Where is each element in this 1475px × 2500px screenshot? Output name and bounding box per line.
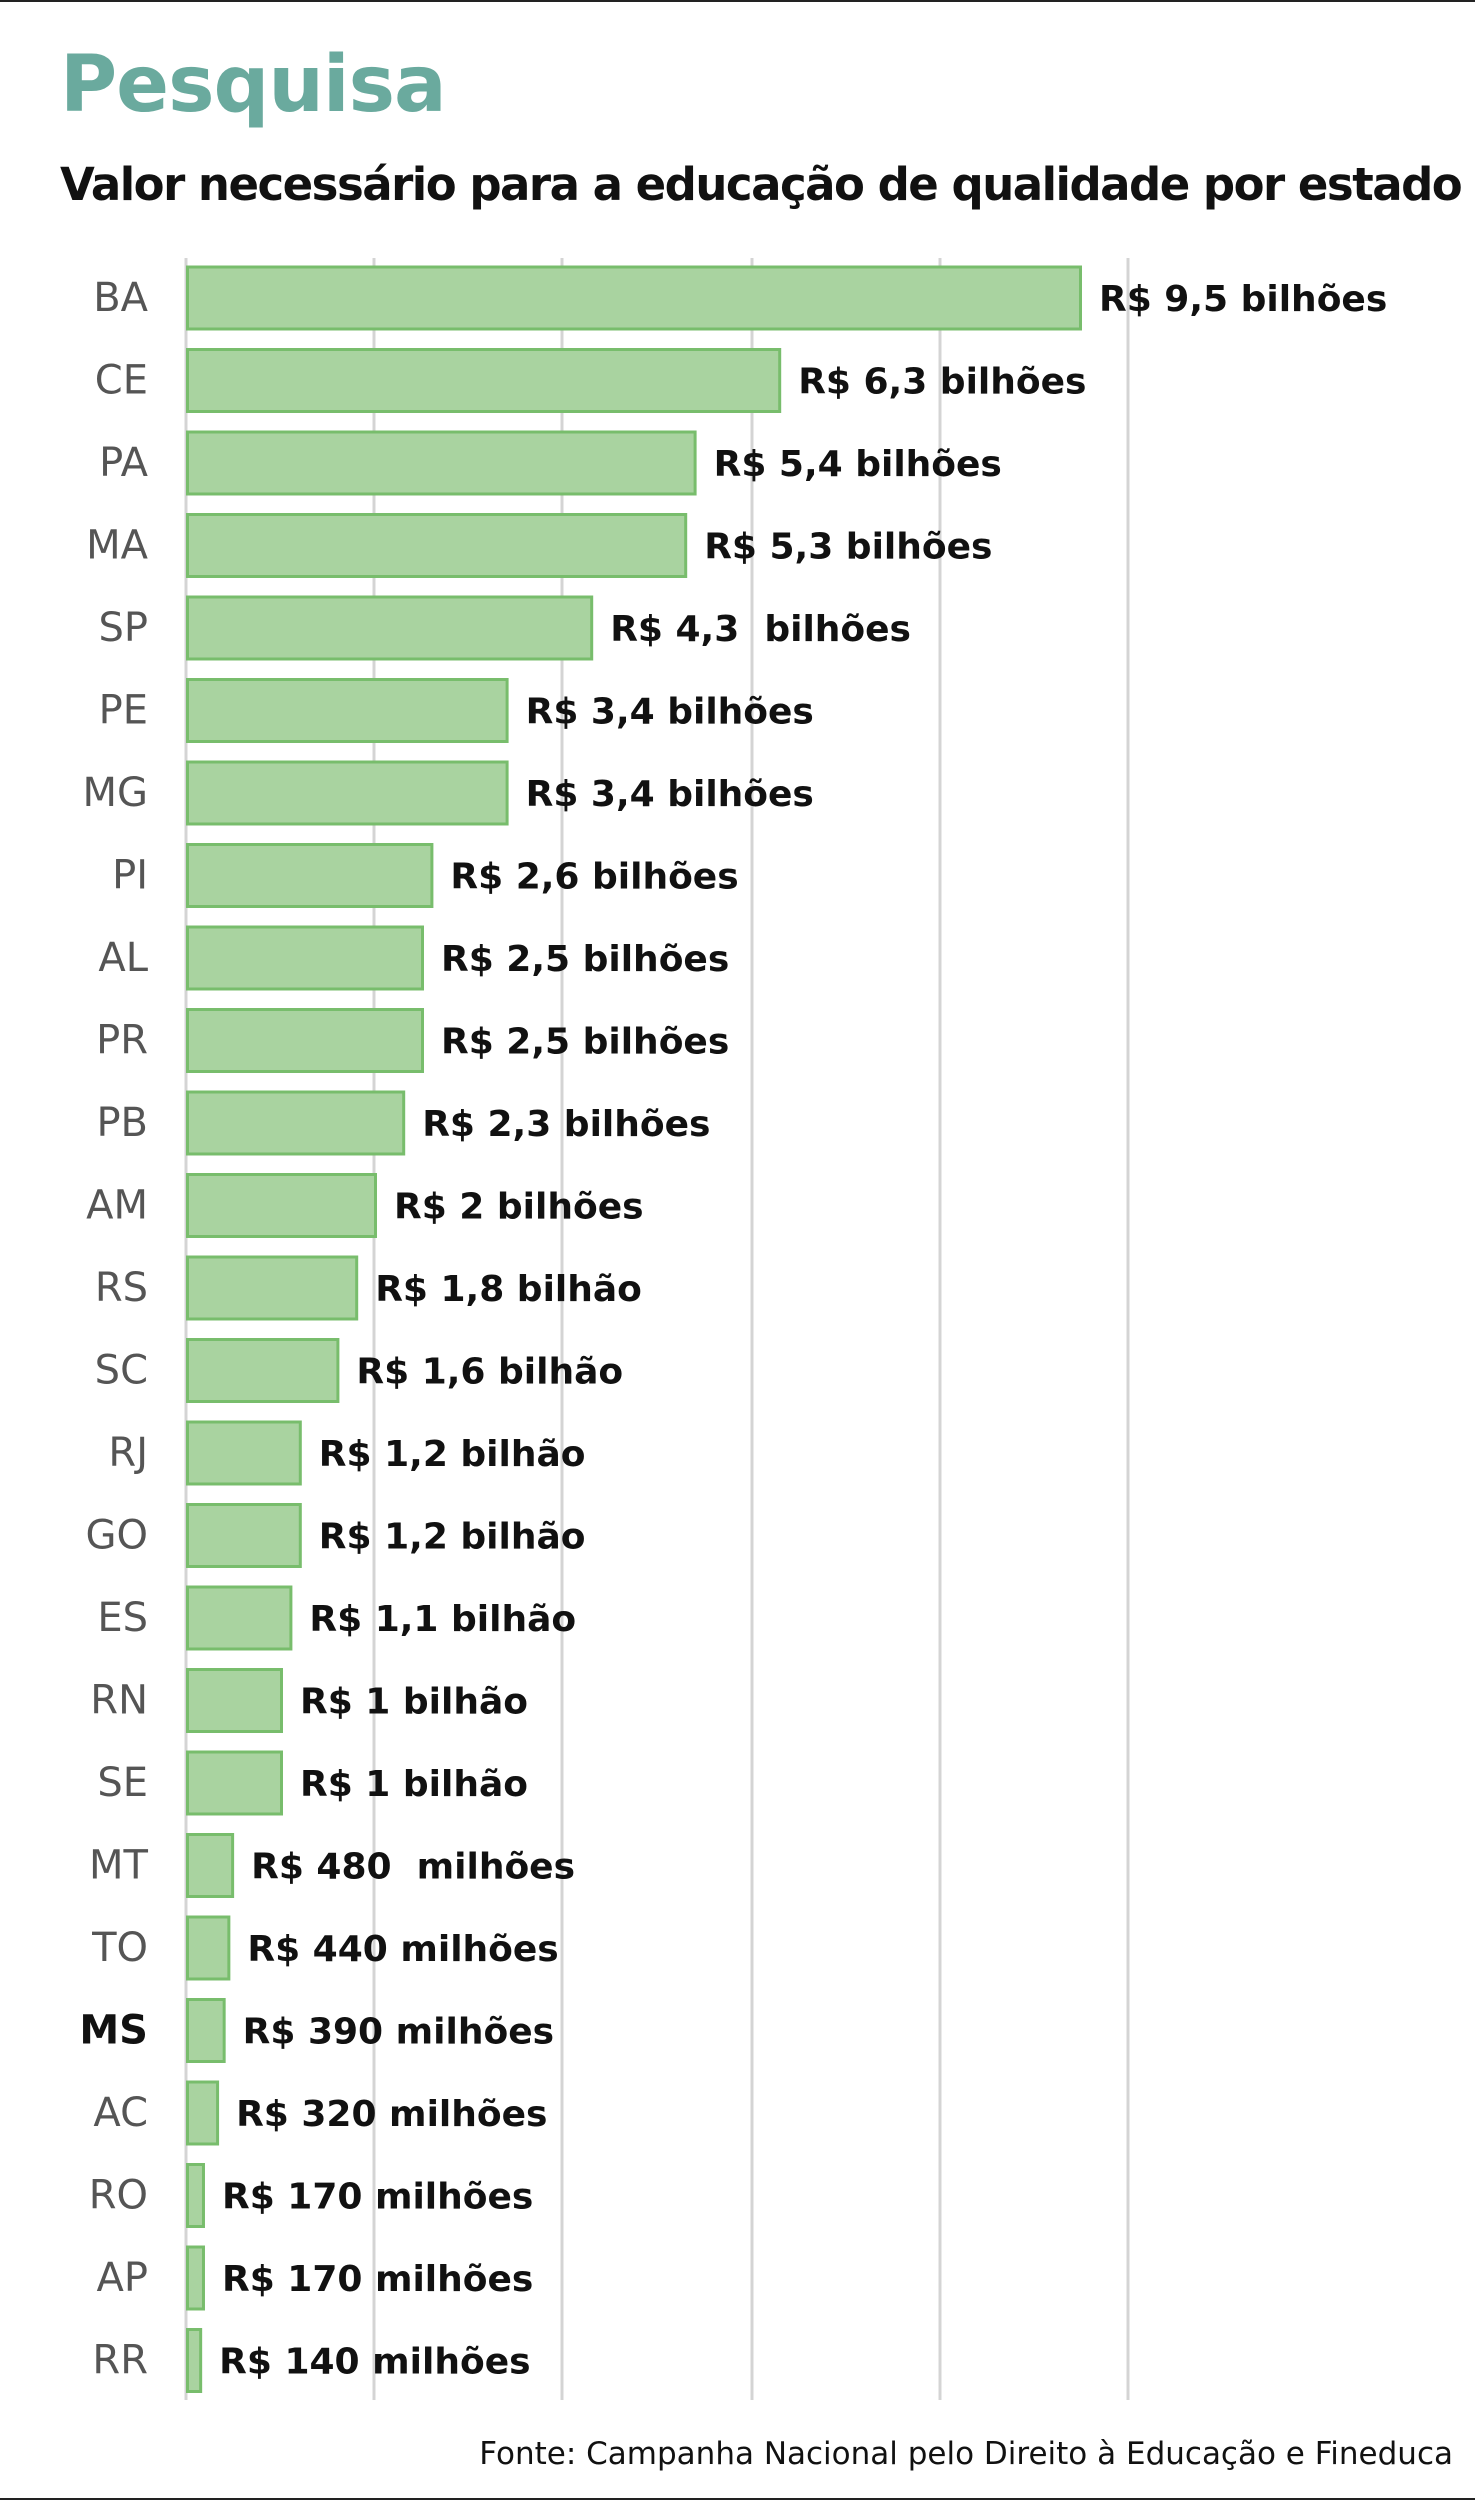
bar — [186, 1915, 231, 1981]
value-label: R$ 1 bilhão — [300, 1682, 528, 1723]
value-label: R$ 170 milhões — [222, 2259, 533, 2300]
value-label: R$ 1,2 bilhão — [319, 1517, 586, 1558]
category-label: AL — [98, 935, 148, 981]
category-label: SP — [98, 605, 148, 651]
bar — [186, 2163, 205, 2228]
bar — [186, 1090, 406, 1156]
category-label: RN — [90, 1678, 148, 1724]
category-label: AC — [93, 2090, 148, 2136]
category-label: PA — [99, 440, 149, 486]
bar — [186, 1420, 302, 1486]
category-label: TO — [91, 1925, 148, 1971]
category-label: ES — [97, 1595, 148, 1641]
category-label: AM — [86, 1183, 148, 1229]
category-label: PR — [96, 1018, 148, 1064]
value-label: R$ 2,5 bilhões — [441, 1022, 729, 1063]
category-label: MT — [89, 1843, 149, 1889]
value-label: R$ 2 bilhões — [394, 1187, 644, 1228]
value-label: R$ 2,6 bilhões — [450, 857, 738, 898]
value-label: R$ 2,3 bilhões — [422, 1104, 710, 1145]
value-label: R$ 9,5 bilhões — [1099, 279, 1387, 320]
source-note: Fonte: Campanha Nacional pelo Direito à … — [479, 2436, 1453, 2472]
bar — [186, 595, 594, 661]
category-label: MS — [79, 2008, 148, 2054]
bar — [186, 2245, 205, 2311]
bar — [186, 1173, 377, 1238]
category-label: RR — [92, 2338, 148, 2384]
value-label: R$ 1 bilhão — [300, 1764, 528, 1805]
value-label: R$ 480 milhões — [251, 1847, 575, 1888]
bar — [186, 430, 697, 496]
category-label: RS — [95, 1265, 148, 1311]
category-label: GO — [86, 1513, 148, 1559]
bar — [186, 843, 434, 908]
category-label: RO — [89, 2173, 148, 2219]
bar — [186, 1998, 226, 2063]
category-label: MA — [86, 523, 149, 569]
bar — [186, 678, 509, 743]
value-label: R$ 390 milhões — [243, 2012, 554, 2053]
bar — [186, 1338, 340, 1403]
value-label: R$ 2,5 bilhões — [441, 939, 729, 980]
category-label: BA — [93, 275, 148, 321]
bar — [186, 2328, 203, 2393]
bar — [186, 1668, 283, 1733]
bar — [186, 348, 782, 413]
value-label: R$ 140 milhões — [219, 2342, 530, 2383]
bar — [186, 1008, 424, 1073]
value-label: R$ 1,6 bilhão — [356, 1352, 623, 1393]
value-label: R$ 1,8 bilhão — [375, 1269, 642, 1310]
value-label: R$ 3,4 bilhões — [526, 774, 814, 815]
bar — [186, 1503, 302, 1568]
bar — [186, 513, 688, 578]
value-label: R$ 1,1 bilhão — [309, 1599, 576, 1640]
category-label: RJ — [108, 1430, 148, 1476]
category-label: SE — [97, 1760, 148, 1806]
value-label: R$ 4,3 bilhões — [610, 609, 911, 650]
value-label: R$ 6,3 bilhões — [798, 362, 1086, 403]
value-label: R$ 5,3 bilhões — [704, 527, 992, 568]
chart-title: Valor necessário para a educação de qual… — [60, 158, 1463, 211]
bar — [186, 1833, 235, 1898]
bar — [186, 2080, 220, 2146]
value-label: R$ 440 milhões — [247, 1929, 558, 1970]
category-label: PE — [99, 688, 148, 734]
bar — [186, 1750, 283, 1816]
section-kicker: Pesquisa — [60, 40, 447, 130]
category-label: MG — [82, 770, 148, 816]
category-label: CE — [95, 358, 148, 404]
category-label: PB — [96, 1100, 148, 1146]
category-label: SC — [95, 1348, 148, 1394]
bar — [186, 925, 424, 991]
category-label: AP — [97, 2255, 148, 2301]
value-label: R$ 5,4 bilhões — [714, 444, 1002, 485]
category-label: PI — [112, 853, 148, 899]
value-label: R$ 320 milhões — [236, 2094, 547, 2135]
bar — [186, 1255, 359, 1321]
value-label: R$ 1,2 bilhão — [319, 1434, 586, 1475]
value-label: R$ 3,4 bilhões — [526, 692, 814, 733]
bar — [186, 1585, 293, 1651]
value-label: R$ 170 milhões — [222, 2177, 533, 2218]
bar — [186, 265, 1082, 331]
bar — [186, 760, 509, 826]
